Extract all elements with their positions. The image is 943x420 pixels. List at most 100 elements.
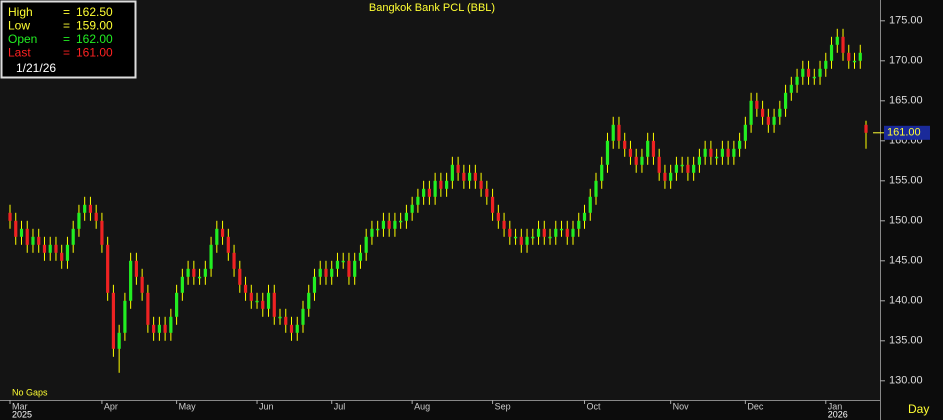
candle-body <box>709 148 713 157</box>
candle-body <box>94 212 98 221</box>
candle-body <box>261 300 265 309</box>
candle-body <box>318 268 322 277</box>
y-tick-label: 145.00 <box>889 255 923 267</box>
candle-body <box>617 124 621 141</box>
candle-body <box>525 236 529 245</box>
candle-body <box>77 212 81 229</box>
info-equals: = <box>63 5 70 19</box>
y-tick-label: 175.00 <box>889 15 923 27</box>
info-value: 162.50 <box>76 5 113 19</box>
candle-body <box>48 244 52 253</box>
year-label: 2025 <box>12 409 32 419</box>
candle-body <box>818 68 822 77</box>
candle-body <box>732 148 736 157</box>
candle-body <box>307 292 311 309</box>
candle-body <box>243 284 248 293</box>
x-tick-label: Jun <box>259 401 274 411</box>
candle-body <box>83 204 87 213</box>
candle-body <box>42 244 47 253</box>
candle-body <box>169 316 173 333</box>
candle-body <box>341 260 345 263</box>
candle-body <box>152 324 156 333</box>
candle-body <box>812 76 816 79</box>
candle-body <box>249 292 253 301</box>
candle-body <box>502 220 506 229</box>
candle-body <box>738 140 742 149</box>
candle-body <box>450 164 454 181</box>
candle-body <box>335 260 340 269</box>
info-frame <box>0 0 137 79</box>
candle-body <box>720 148 724 157</box>
candle-body <box>715 156 719 159</box>
info-value: 159.00 <box>76 19 113 33</box>
candle-body <box>123 300 127 333</box>
candle-body <box>330 268 334 277</box>
candle-body <box>829 44 834 61</box>
candle-body <box>106 244 110 293</box>
candle-body <box>467 172 472 181</box>
candle-body <box>726 148 730 157</box>
candle-body <box>117 332 121 349</box>
candle-body <box>393 220 397 229</box>
candle-body <box>232 252 236 269</box>
candle-body <box>301 308 305 325</box>
candle-body <box>387 220 391 229</box>
x-tick-label: Aug <box>414 401 430 411</box>
candle-body <box>197 276 202 279</box>
candle-body <box>669 172 673 181</box>
candle-body <box>663 172 667 181</box>
candle-body <box>422 188 426 197</box>
last-marker-label: 161.00 <box>887 127 921 139</box>
candle-body <box>795 76 799 85</box>
candle-body <box>806 68 811 77</box>
candle-body <box>209 244 213 269</box>
candle-body <box>651 140 656 157</box>
candle-body <box>19 228 24 237</box>
candle-body <box>111 292 116 349</box>
info-label: Last <box>8 46 31 60</box>
x-tick-label: Apr <box>104 401 118 411</box>
info-label: Low <box>8 19 30 33</box>
candle-body <box>582 212 587 221</box>
candle-body <box>789 84 793 93</box>
candle-body <box>60 252 64 261</box>
candle-body <box>226 236 230 253</box>
candle-body <box>157 324 161 333</box>
candle-body <box>760 108 765 117</box>
candle-body <box>824 60 828 69</box>
y-tick-label: 150.00 <box>889 215 923 227</box>
candle-body <box>163 324 167 333</box>
info-date: 1/21/26 <box>16 61 56 75</box>
x-tick-label: Jul <box>334 401 346 411</box>
candle-body <box>743 124 747 141</box>
candle-body <box>370 228 374 237</box>
candle-body <box>238 268 242 285</box>
candle-body <box>623 140 627 149</box>
candle-body <box>186 268 190 277</box>
candle-body <box>88 204 93 213</box>
candle-body <box>71 228 75 245</box>
candle-body <box>456 164 460 173</box>
year-label: 2026 <box>828 409 848 419</box>
candle-body <box>646 140 650 157</box>
candle-body <box>364 236 368 253</box>
candle-body <box>140 276 144 293</box>
candle-body <box>433 180 437 197</box>
candle-body <box>772 116 776 125</box>
candle-body <box>554 228 558 237</box>
candle-body <box>692 164 696 173</box>
candle-body <box>289 324 294 333</box>
x-tick-label: Nov <box>673 401 690 411</box>
candle-body <box>376 228 380 231</box>
candle-body <box>657 156 661 173</box>
candle-body <box>542 228 546 237</box>
candle-body <box>65 244 70 261</box>
candle-body <box>496 212 500 221</box>
candle-body <box>146 292 150 325</box>
candle-body <box>278 316 282 319</box>
candle-body <box>31 236 35 245</box>
candle-body <box>266 292 271 309</box>
candle-body <box>611 124 615 141</box>
candle-body <box>485 188 489 197</box>
candle-body <box>134 260 138 277</box>
